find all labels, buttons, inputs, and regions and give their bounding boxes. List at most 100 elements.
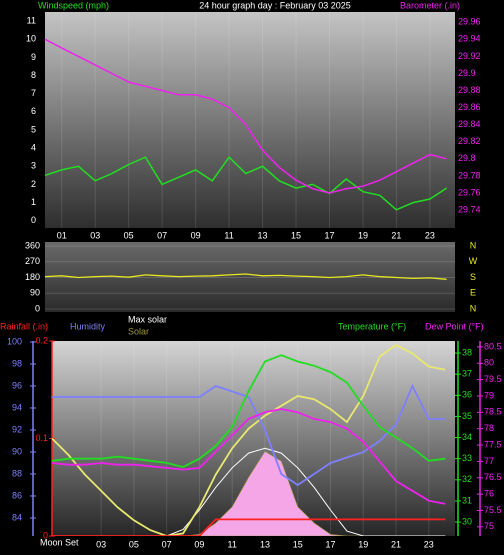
y2-tick-label: 29.96	[458, 17, 481, 27]
y2-label: Barometer (.in)	[400, 0, 460, 10]
y-tick-label: 9	[31, 52, 36, 62]
y-tick-label: 36	[462, 390, 472, 400]
y-tick-label: 30	[462, 516, 472, 526]
y-tick-label: 79	[484, 390, 494, 400]
series-line	[52, 518, 446, 536]
y-tick-label: 0	[31, 215, 36, 225]
x-tick-label: 19	[358, 539, 368, 549]
x-tick-label: 05	[129, 539, 139, 549]
x-tick-label: 03	[96, 539, 106, 549]
compass-label: E	[470, 288, 476, 298]
y2-tick-label: 29.9	[458, 68, 476, 78]
x-tick-label: 17	[325, 539, 335, 549]
x-tick-label: 01	[57, 230, 67, 240]
x-tick-label: 21	[391, 230, 401, 240]
y-tick-label: 4	[31, 143, 36, 153]
x-tick-label: 07	[157, 230, 167, 240]
y-tick-label: 5	[31, 124, 36, 134]
series-line	[52, 447, 446, 536]
y-tick-label: 1	[31, 197, 36, 207]
y-tick-label: 10	[26, 34, 36, 44]
x-tick-label: 09	[191, 230, 201, 240]
y-label: Windspeed (mph)	[38, 0, 109, 10]
axis-label: Temperature (°F)	[338, 321, 406, 331]
x-tick-label: 23	[424, 539, 434, 549]
y2-tick-label: 29.78	[458, 170, 481, 180]
x-tick-label: 23	[425, 230, 435, 240]
x-tick-label: 13	[260, 539, 270, 549]
compass-label: S	[470, 272, 476, 282]
y-tick-label: 88	[12, 468, 22, 478]
y-tick-label: 76.5	[484, 472, 502, 482]
y-tick-label: 7	[31, 88, 36, 98]
compass-label: W	[469, 256, 478, 266]
y-tick-label: 0	[35, 303, 40, 313]
x-tick-label: 11	[224, 230, 233, 240]
y-tick-label: 80	[484, 358, 494, 368]
compass-label: N	[470, 303, 477, 313]
x-tick-label: 03	[90, 230, 100, 240]
y2-tick-label: 29.88	[458, 85, 481, 95]
y-tick-label: 76	[484, 488, 494, 498]
x-tick-label: 05	[124, 230, 134, 240]
y-tick-label: 78.5	[484, 407, 502, 417]
annotation: Moon Set	[40, 537, 79, 547]
y-tick-label: 0.2	[35, 335, 48, 345]
y2-tick-label: 29.8	[458, 153, 476, 163]
x-tick-label: 19	[358, 230, 368, 240]
y-tick-label: 0	[43, 530, 48, 540]
x-tick-label: 07	[162, 539, 172, 549]
y-tick-label: 6	[31, 106, 36, 116]
y-tick-label: 90	[12, 446, 22, 456]
y-tick-label: 180	[25, 272, 40, 282]
x-tick-label: 21	[391, 539, 401, 549]
y2-tick-label: 29.84	[458, 119, 481, 129]
y-tick-label: 96	[12, 380, 22, 390]
y-tick-label: 79.5	[484, 374, 502, 384]
y-tick-label: 0.1	[35, 433, 48, 443]
y2-tick-label: 29.92	[458, 51, 481, 61]
x-tick-label: 11	[228, 539, 237, 549]
series-line	[52, 354, 446, 469]
y-tick-label: 80.5	[484, 341, 502, 351]
wind-panel	[45, 12, 455, 228]
solar-area	[52, 451, 446, 536]
y2-tick-label: 29.74	[458, 204, 481, 214]
x-tick-label: 15	[293, 539, 303, 549]
axis-label: Dew Point (°F)	[425, 321, 484, 331]
y-tick-label: 86	[12, 490, 22, 500]
y-tick-label: 37	[462, 369, 472, 379]
series-line	[52, 408, 446, 505]
compass-label: N	[470, 240, 477, 250]
x-tick-label: 09	[194, 539, 204, 549]
y-tick-label: 94	[12, 402, 22, 412]
y-tick-label: 8	[31, 70, 36, 80]
y-tick-label: 90	[30, 288, 40, 298]
series-line	[45, 156, 448, 211]
y-tick-label: 78	[484, 423, 494, 433]
y-tick-label: 84	[12, 512, 22, 522]
y-tick-label: 32	[462, 474, 472, 484]
y-tick-label: 360	[25, 240, 40, 250]
y-tick-label: 35	[462, 411, 472, 421]
x-tick-label: 15	[291, 230, 301, 240]
y-tick-label: 33	[462, 453, 472, 463]
legend-entry: Solar	[128, 326, 149, 336]
y-tick-label: 31	[462, 495, 472, 505]
y-tick-label: 98	[12, 358, 22, 368]
series-line	[45, 38, 447, 194]
y-tick-label: 77.5	[484, 439, 502, 449]
y-tick-label: 92	[12, 424, 22, 434]
y2-tick-label: 29.82	[458, 136, 481, 146]
x-tick-label: 13	[258, 230, 268, 240]
y-tick-label: 34	[462, 432, 472, 442]
legend-entry: Max solar	[128, 314, 167, 324]
series-line	[52, 343, 446, 536]
y-tick-label: 11	[27, 15, 36, 25]
y2-tick-label: 29.94	[458, 34, 481, 44]
y-tick-label: 77	[484, 456, 494, 466]
y-tick-label: 38	[462, 347, 472, 357]
direction-line	[45, 273, 447, 280]
